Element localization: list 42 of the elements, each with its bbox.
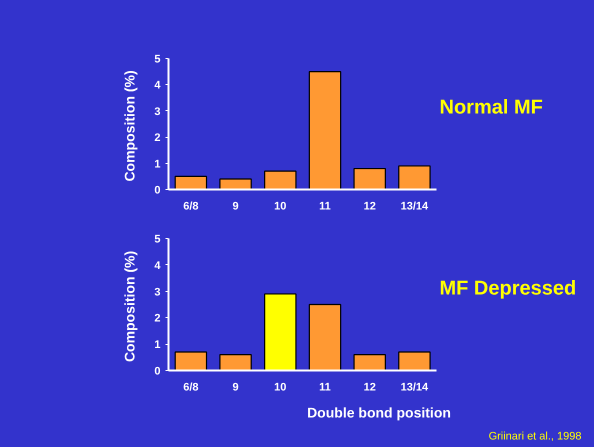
bar <box>264 170 297 190</box>
y-tick-label: 0 <box>154 184 161 196</box>
x-tick-label: 11 <box>319 382 331 394</box>
bar <box>174 351 208 370</box>
bar <box>353 354 386 370</box>
y-axis-title: Composition (%) <box>121 70 138 182</box>
x-tick-label: 10 <box>274 382 286 394</box>
x-tick-label: 11 <box>319 200 331 212</box>
bar <box>219 178 252 190</box>
y-tick-label: 4 <box>154 80 162 92</box>
y-tick-label: 4 <box>154 260 162 272</box>
x-tick-label: 13/14 <box>400 200 430 212</box>
x-tick-label: 9 <box>232 382 239 394</box>
x-tick-label: 12 <box>364 382 376 394</box>
y-tick-label: 2 <box>154 312 161 325</box>
y-tick-label: 1 <box>154 158 161 170</box>
y-tick-label: 5 <box>154 234 161 246</box>
y-tick-label: 3 <box>154 106 161 118</box>
y-tick-label: 2 <box>154 132 161 144</box>
bar <box>398 165 431 190</box>
y-tick-label: 1 <box>154 339 161 352</box>
bar <box>264 293 297 370</box>
y-tick-label: 3 <box>154 286 161 298</box>
y-tick-label: 0 <box>154 366 161 378</box>
x-tick-label: 9 <box>232 200 239 212</box>
y-axis-title: Composition (%) <box>121 250 138 362</box>
bar <box>308 304 342 370</box>
text: Normal MF <box>440 96 543 118</box>
x-axis-title: Double bond position <box>307 404 451 420</box>
x-tick-label: 12 <box>364 200 376 212</box>
x-tick-label: 10 <box>274 200 286 212</box>
bar <box>398 351 431 370</box>
text: Griinari et al., 1998 <box>488 430 582 442</box>
x-tick-label: 6/8 <box>183 382 199 394</box>
bar <box>219 354 252 370</box>
y-tick-label: 5 <box>154 54 161 66</box>
bar <box>353 168 386 190</box>
text: MF Depressed <box>440 278 576 300</box>
x-tick-label: 6/8 <box>183 200 199 212</box>
bar <box>174 176 208 190</box>
x-tick-label: 13/14 <box>400 382 430 394</box>
bar <box>308 71 342 190</box>
